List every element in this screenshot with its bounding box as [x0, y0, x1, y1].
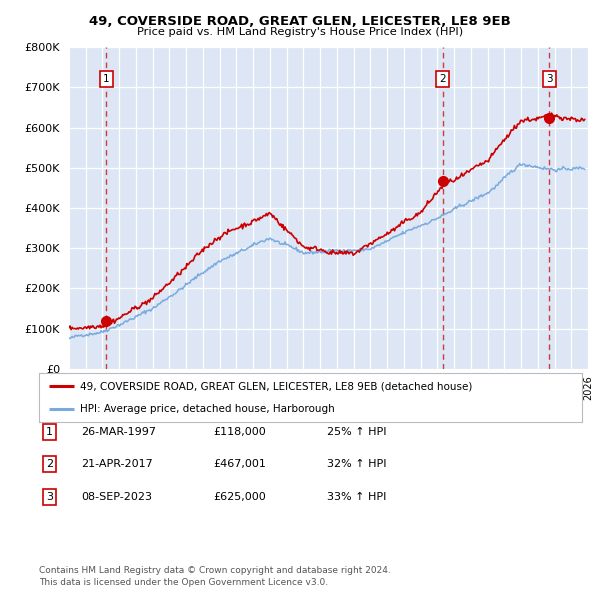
- Text: 21-APR-2017: 21-APR-2017: [81, 460, 153, 469]
- Text: Contains HM Land Registry data © Crown copyright and database right 2024.
This d: Contains HM Land Registry data © Crown c…: [39, 566, 391, 587]
- Text: 49, COVERSIDE ROAD, GREAT GLEN, LEICESTER, LE8 9EB (detached house): 49, COVERSIDE ROAD, GREAT GLEN, LEICESTE…: [80, 381, 472, 391]
- Text: £467,001: £467,001: [213, 460, 266, 469]
- Text: 25% ↑ HPI: 25% ↑ HPI: [327, 427, 386, 437]
- Text: 1: 1: [46, 427, 53, 437]
- Text: 3: 3: [546, 74, 553, 84]
- Text: 1: 1: [103, 74, 110, 84]
- Text: £118,000: £118,000: [213, 427, 266, 437]
- Text: 32% ↑ HPI: 32% ↑ HPI: [327, 460, 386, 469]
- Text: 49, COVERSIDE ROAD, GREAT GLEN, LEICESTER, LE8 9EB: 49, COVERSIDE ROAD, GREAT GLEN, LEICESTE…: [89, 15, 511, 28]
- Text: HPI: Average price, detached house, Harborough: HPI: Average price, detached house, Harb…: [80, 404, 334, 414]
- Text: 2: 2: [46, 460, 53, 469]
- Text: £625,000: £625,000: [213, 492, 266, 502]
- Text: Price paid vs. HM Land Registry's House Price Index (HPI): Price paid vs. HM Land Registry's House …: [137, 27, 463, 37]
- Text: 33% ↑ HPI: 33% ↑ HPI: [327, 492, 386, 502]
- Text: 26-MAR-1997: 26-MAR-1997: [81, 427, 156, 437]
- Text: 2: 2: [439, 74, 446, 84]
- Text: 3: 3: [46, 492, 53, 502]
- Text: 08-SEP-2023: 08-SEP-2023: [81, 492, 152, 502]
